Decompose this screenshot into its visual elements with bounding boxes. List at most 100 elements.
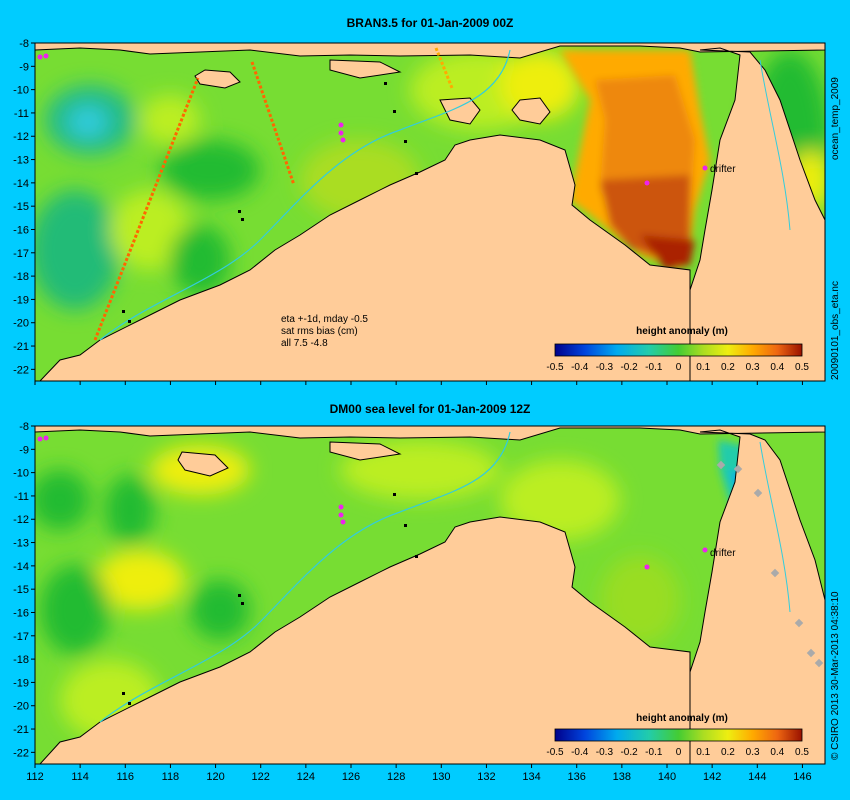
colorbar-tick-label: 0.1 (696, 747, 710, 758)
obs-points-bottom (122, 493, 418, 705)
x-tick-label: 116 (117, 771, 135, 783)
panel-top-map: drifter eta +-1d, mday -0.5 sat rms bias… (35, 43, 825, 381)
drifter-label-bottom: drifter (710, 548, 736, 559)
x-tick-label: 126 (342, 771, 360, 783)
isobath-line (99, 49, 511, 341)
obs-points (122, 82, 418, 323)
x-tick-label: 134 (522, 771, 540, 783)
x-tick-label: 146 (793, 771, 811, 783)
panel-bottom-frame (34, 425, 826, 765)
panel-top-y-axis: -8 -9 -10 -11 -12 -13 -14 -15 -16 -17 -18 -19 -20 -21… (13, 38, 803, 385)
colorbar-tick-label: -0.5 (546, 362, 564, 373)
x-tick-label: 112 (26, 771, 44, 783)
colorbar-tick-label: -0.2 (620, 362, 638, 373)
land-top (35, 43, 825, 381)
y-tick-label: -17 (13, 631, 29, 643)
panel-top: BRAN3.5 for 01-Jan-2009 00Z (13, 16, 841, 385)
x-tick-label: 128 (387, 771, 405, 783)
x-tick-label: 120 (206, 771, 224, 783)
magenta-obs (37, 53, 708, 186)
magenta-obs-bottom (37, 435, 708, 570)
colorbar-tick-label: -0.5 (546, 747, 564, 758)
y-tick-label: -21 (13, 724, 29, 736)
colorbar-tick-label: 0 (676, 362, 682, 373)
x-axis: 112 114 116 118 120 122 124 126 128 130 132 134 136 1… (26, 771, 811, 783)
y-tick-label: -10 (13, 468, 29, 480)
colorbar-tick-label: 0.5 (795, 747, 809, 758)
annotation-line-2: sat rms bias (cm) (281, 326, 358, 337)
y-tick-label: -11 (14, 108, 29, 120)
colorbar-tick-label: -0.2 (620, 747, 638, 758)
panel-bottom-map: drifter height anomaly (m) -0.5 -0.4 -0.3-… (35, 426, 825, 764)
y-tick-label: -14 (13, 561, 29, 573)
colorbar (554, 343, 803, 357)
y-tick-label: -21 (13, 341, 29, 353)
colorbar-tick-label: 0.1 (696, 362, 710, 373)
y-tick-label: -19 (13, 294, 29, 306)
colorbar-tick-label: -0.1 (645, 362, 663, 373)
colorbar-tick-label: 0.4 (770, 362, 784, 373)
x-tick-label: 138 (613, 771, 631, 783)
colorbar-tick-label: 0.5 (795, 362, 809, 373)
x-tick-label: 144 (748, 771, 766, 783)
y-tick-label: -13 (13, 155, 29, 167)
y-tick-label: -18 (13, 271, 29, 283)
drifter-label: drifter (710, 164, 736, 175)
x-tick-label: 122 (252, 771, 270, 783)
y-tick-label: -20 (13, 701, 29, 713)
y-tick-label: -10 (13, 85, 29, 97)
colorbar-tick-label: -0.4 (571, 362, 589, 373)
colorbar-ticks-bottom: -0.5 -0.4 -0.3 -0.2 -0.1 0 0.1 0.2 0.3 0.4 0.5 (546, 747, 809, 758)
y-tick-label: -14 (13, 178, 29, 190)
y-tick-label: -12 (13, 514, 29, 526)
panel-top-frame (34, 42, 826, 382)
y-tick-label: -16 (13, 607, 29, 619)
y-tick-label: -20 (13, 318, 29, 330)
annotation-line-1: eta +-1d, mday -0.5 (281, 314, 368, 325)
panel-bottom-y-axis: -8 -9 -10 -11 -12 -13 -14 -15 -16 -17 -18 -19 -20 -21… (13, 421, 803, 768)
y-tick-label: -22 (13, 747, 29, 759)
isobath-line-east-bottom (759, 441, 791, 613)
land-bottom (35, 426, 825, 764)
x-tick-label: 132 (477, 771, 495, 783)
y-tick-label: -12 (13, 131, 29, 143)
y-tick-label: -16 (13, 224, 29, 236)
y-tick-label: -18 (13, 654, 29, 666)
colorbar-tick-label: 0.4 (770, 747, 784, 758)
y-tick-label: -15 (13, 584, 29, 596)
colorbar-tick-label: -0.4 (571, 747, 589, 758)
y-tick-label: -13 (13, 538, 29, 550)
x-tick-label: 140 (658, 771, 676, 783)
colorbar-tick-label: 0.3 (746, 362, 760, 373)
panel-bottom-title: DM00 sea level for 01-Jan-2009 12Z (330, 402, 531, 416)
anomaly-blobs-bottom (35, 440, 680, 740)
y-tick-label: -22 (13, 364, 29, 376)
y-tick-label: -9 (19, 61, 29, 73)
colorbar-label-bottom: height anomaly (m) (636, 713, 728, 724)
y-tick-label: -19 (13, 677, 29, 689)
side-label-top-2: ocean_temp_2009 (830, 77, 841, 160)
y-tick-label: -8 (19, 421, 29, 433)
colorbar-label: height anomaly (m) (636, 326, 728, 337)
panel-bottom: DM00 sea level for 01-Jan-2009 12Z (13, 402, 841, 783)
colorbar-tick-label: -0.3 (596, 362, 614, 373)
colorbar-bottom (554, 728, 803, 742)
x-tick-label: 136 (568, 771, 586, 783)
grey-obs (716, 460, 824, 668)
sat-tracks (93, 47, 454, 341)
y-tick-label: -8 (19, 38, 29, 50)
y-tick-label: -11 (14, 491, 29, 503)
x-tick-label: 142 (703, 771, 721, 783)
side-label-bottom: © CSIRO 2013 30-Mar-2013 04:38:10 (830, 591, 841, 760)
x-tick-label: 114 (71, 771, 89, 783)
colorbar-tick-label: 0 (676, 747, 682, 758)
colorbar-tick-label: 0.2 (721, 747, 735, 758)
isobath-line-bottom (99, 431, 511, 723)
colorbar-tick-label: 0.2 (721, 362, 735, 373)
panel-top-title: BRAN3.5 for 01-Jan-2009 00Z (347, 16, 514, 30)
colorbar-tick-label: -0.1 (645, 747, 663, 758)
isobath-line-east (759, 59, 791, 231)
x-tick-label: 130 (432, 771, 450, 783)
x-tick-label: 118 (162, 771, 180, 783)
